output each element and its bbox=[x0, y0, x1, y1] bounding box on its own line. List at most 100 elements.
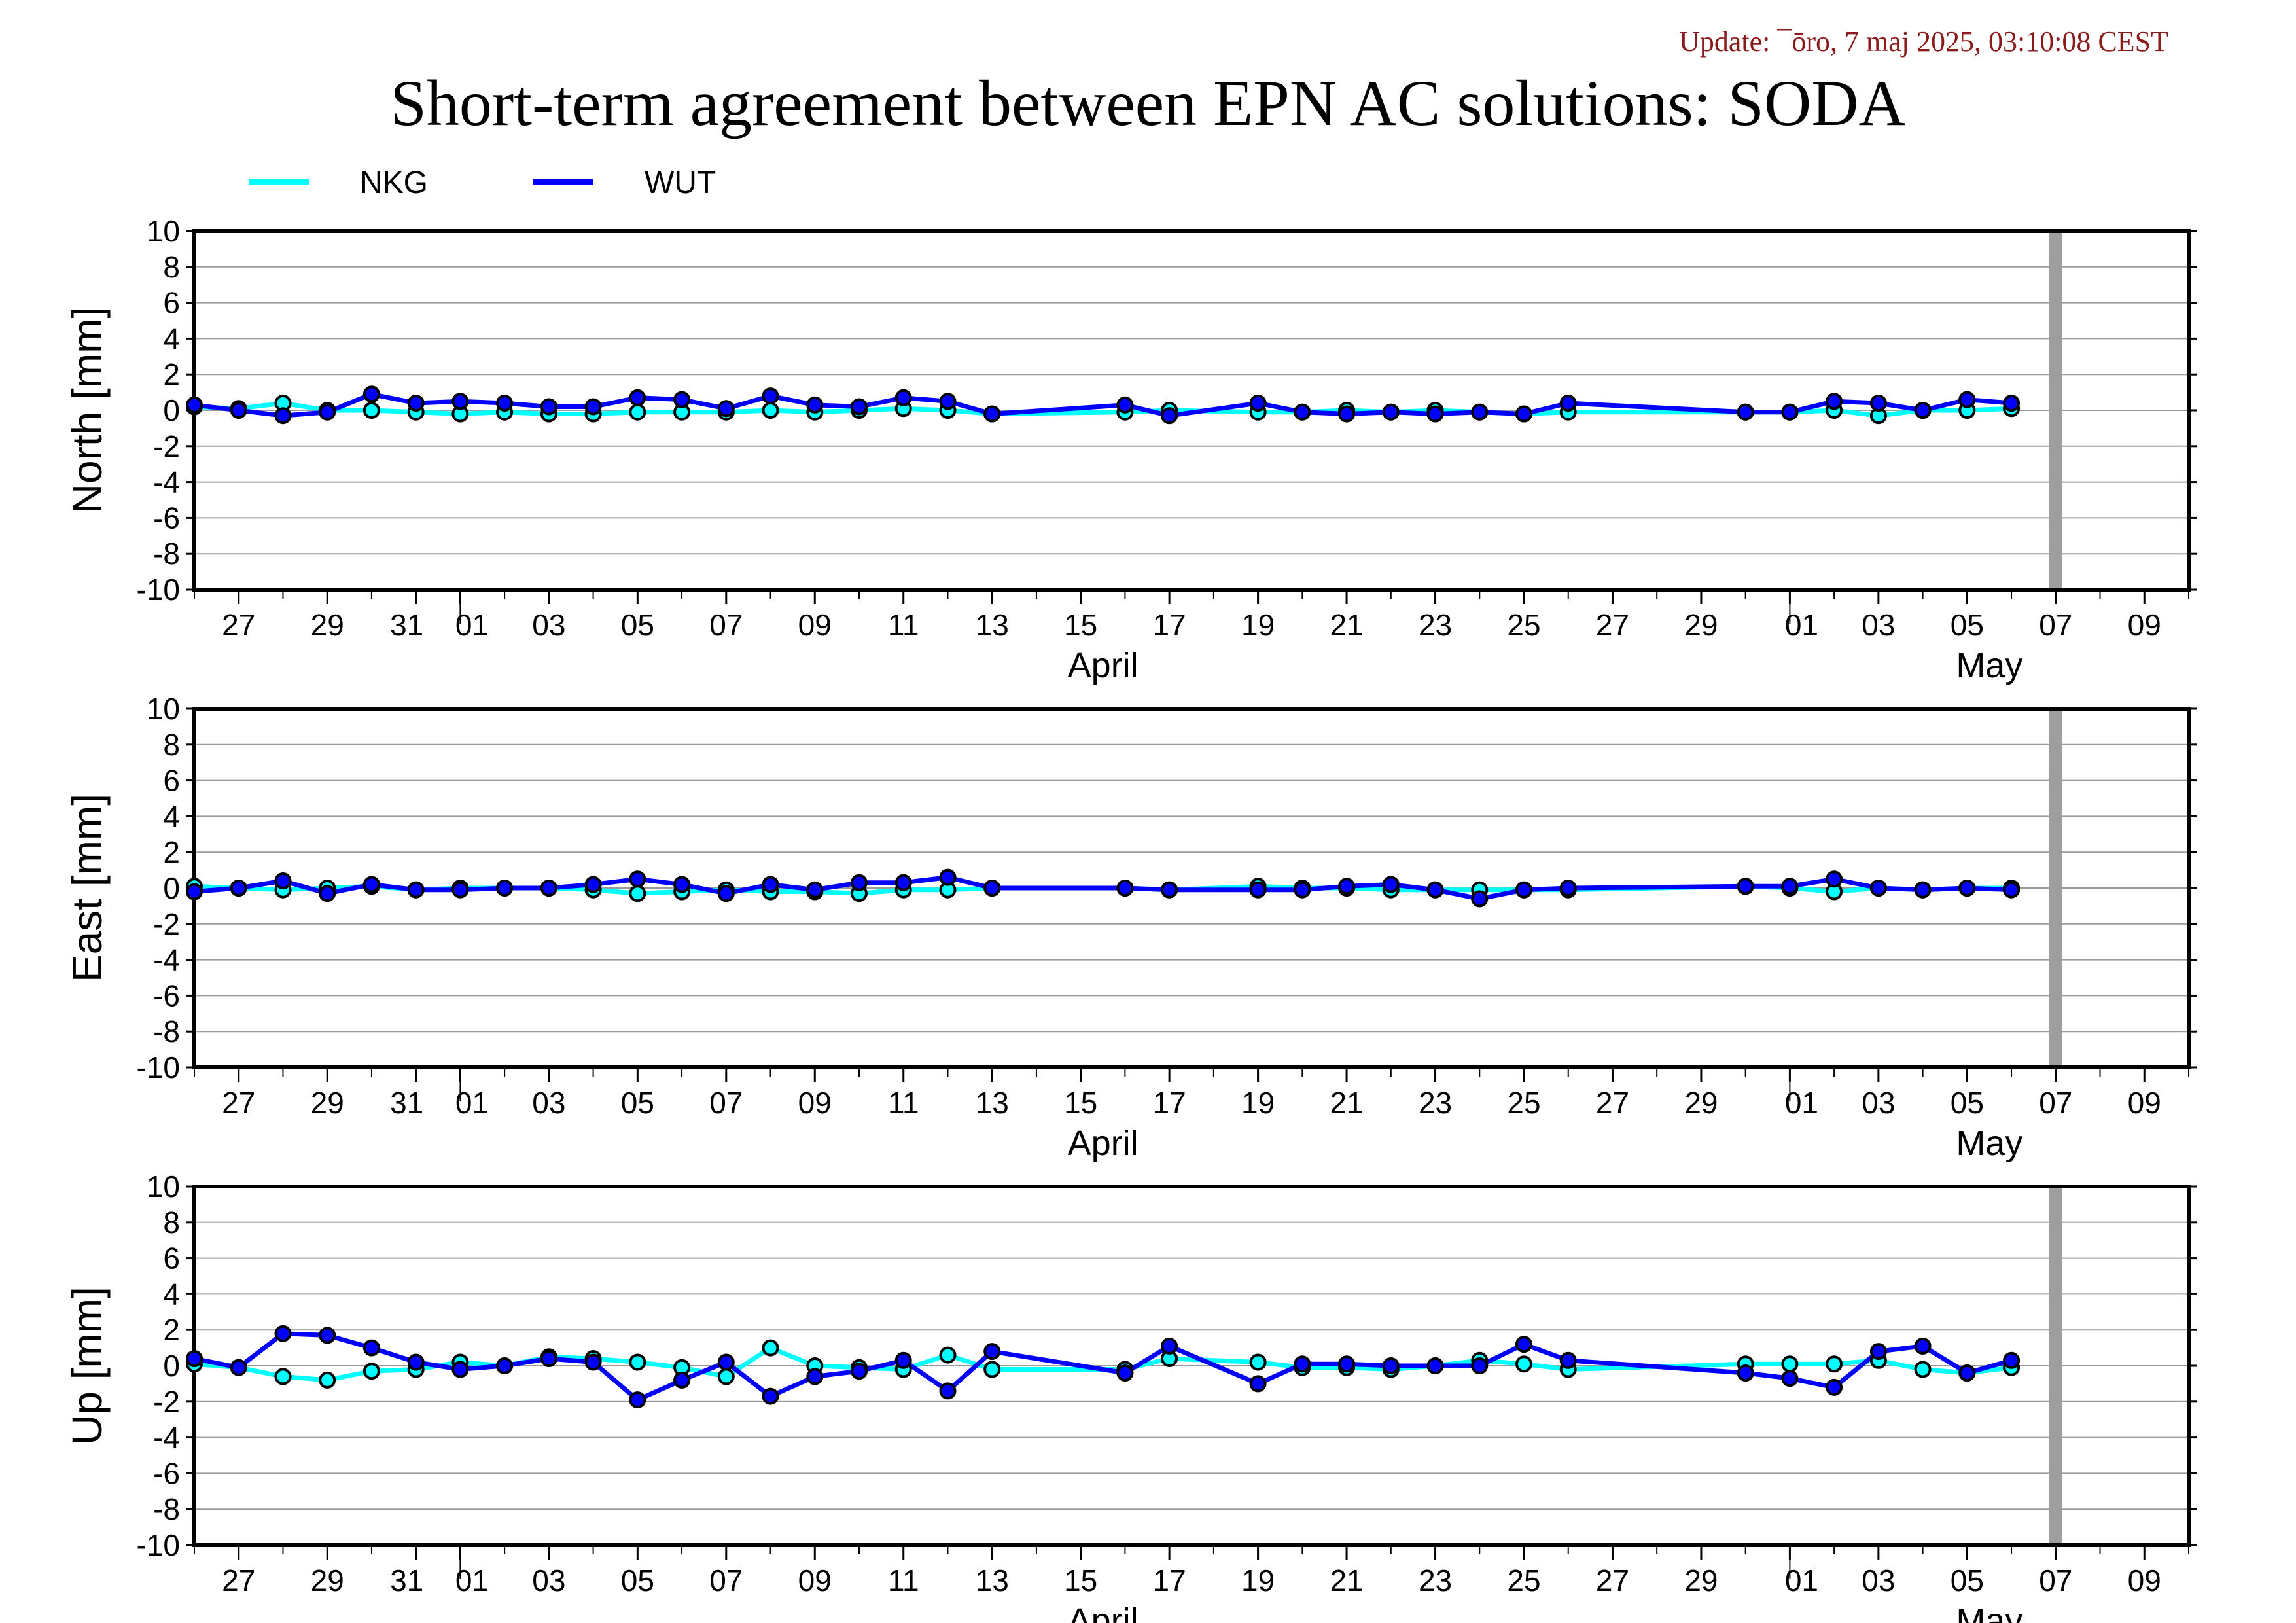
x-tick-label: 09 bbox=[2128, 1086, 2161, 1120]
data-point-nkg bbox=[362, 1363, 380, 1380]
y-tick-label: -2 bbox=[153, 1385, 180, 1419]
x-tick-label: 07 bbox=[2039, 1086, 2072, 1120]
data-point-wut bbox=[584, 398, 602, 416]
data-point-nkg bbox=[1515, 1355, 1532, 1373]
y-axis-title: Up [mm] bbox=[63, 1287, 111, 1445]
data-point-wut bbox=[186, 396, 203, 414]
x-tick-label: 17 bbox=[1153, 1563, 1186, 1597]
data-point-nkg bbox=[629, 403, 646, 421]
data-point-wut bbox=[584, 876, 602, 893]
x-tick-label: 15 bbox=[1064, 608, 1097, 642]
x-tick-label: 01 bbox=[455, 608, 489, 642]
legend-label-wut: WUT bbox=[645, 166, 716, 200]
x-tick-label: 29 bbox=[311, 1086, 344, 1120]
x-tick-label: 05 bbox=[621, 608, 654, 642]
y-tick-label: 6 bbox=[163, 286, 180, 320]
x-tick-label: 09 bbox=[798, 608, 832, 642]
x-tick-label: 09 bbox=[2128, 608, 2161, 642]
y-tick-label: 10 bbox=[147, 1169, 180, 1204]
y-tick-label: 2 bbox=[163, 835, 180, 869]
data-point-nkg bbox=[1826, 1355, 1843, 1373]
data-point-nkg bbox=[629, 885, 646, 902]
data-point-wut bbox=[1826, 393, 1843, 410]
x-tick-label: 13 bbox=[976, 608, 1009, 642]
data-point-wut bbox=[939, 1382, 957, 1400]
data-point-nkg bbox=[1781, 1355, 1799, 1373]
data-point-wut bbox=[939, 393, 957, 410]
month-label: May bbox=[1956, 1601, 2022, 1623]
data-point-wut bbox=[1826, 870, 1843, 888]
data-point-wut bbox=[806, 1368, 824, 1385]
data-point-wut bbox=[1559, 1351, 1577, 1369]
x-tick-label: 31 bbox=[390, 1563, 423, 1597]
data-point-wut bbox=[362, 385, 380, 403]
x-tick-label: 07 bbox=[2039, 1563, 2072, 1597]
data-point-wut bbox=[717, 1353, 735, 1371]
x-tick-label: 31 bbox=[390, 608, 423, 642]
x-tick-label: 11 bbox=[888, 608, 919, 642]
x-tick-label: 03 bbox=[532, 1086, 565, 1120]
month-label: April bbox=[1068, 646, 1139, 685]
data-point-nkg bbox=[319, 1371, 336, 1389]
data-point-wut bbox=[496, 395, 514, 412]
x-tick-label: 21 bbox=[1330, 1563, 1363, 1597]
data-point-wut bbox=[1737, 1364, 1754, 1382]
x-tick-label: 03 bbox=[1862, 1086, 1895, 1120]
data-point-wut bbox=[1958, 391, 1976, 408]
x-tick-label: 25 bbox=[1507, 608, 1540, 642]
data-point-wut bbox=[186, 883, 203, 901]
data-point-nkg bbox=[762, 402, 779, 419]
data-point-wut bbox=[1559, 880, 1577, 897]
data-point-nkg bbox=[1914, 1361, 1932, 1378]
x-tick-label: 09 bbox=[798, 1563, 832, 1597]
data-point-wut bbox=[1471, 403, 1489, 421]
y-tick-label: 6 bbox=[163, 764, 180, 798]
x-tick-label: 13 bbox=[976, 1563, 1009, 1597]
y-tick-label: 8 bbox=[163, 250, 180, 284]
data-point-wut bbox=[983, 880, 1001, 897]
data-point-wut bbox=[1161, 881, 1178, 899]
data-point-wut bbox=[1338, 1355, 1356, 1373]
data-point-wut bbox=[983, 405, 1001, 423]
data-point-wut bbox=[673, 391, 691, 408]
data-point-wut bbox=[762, 387, 779, 405]
x-tick-label: 23 bbox=[1419, 1563, 1452, 1597]
data-point-wut bbox=[540, 880, 557, 897]
y-tick-label: -4 bbox=[153, 465, 180, 499]
x-tick-label: 27 bbox=[222, 608, 255, 642]
y-tick-label: -10 bbox=[137, 1528, 180, 1562]
x-tick-label: 05 bbox=[1951, 1563, 1984, 1597]
data-point-wut bbox=[717, 400, 735, 418]
data-point-wut bbox=[1426, 1357, 1444, 1374]
x-tick-label: 03 bbox=[532, 608, 565, 642]
x-tick-label: 29 bbox=[311, 1563, 344, 1597]
x-tick-label: 01 bbox=[455, 1563, 489, 1597]
x-tick-label: 11 bbox=[888, 1086, 919, 1120]
y-tick-label: 0 bbox=[163, 393, 180, 427]
y-tick-label: -6 bbox=[153, 978, 180, 1012]
data-point-wut bbox=[1559, 395, 1577, 412]
data-point-wut bbox=[1914, 1337, 1932, 1355]
data-point-wut bbox=[851, 874, 868, 891]
x-tick-label: 07 bbox=[709, 1563, 743, 1597]
data-point-wut bbox=[407, 1353, 425, 1371]
x-tick-label: 01 bbox=[1785, 1563, 1818, 1597]
data-point-wut bbox=[1781, 403, 1799, 421]
data-point-wut bbox=[362, 1339, 380, 1357]
data-point-wut bbox=[230, 1359, 247, 1376]
data-point-wut bbox=[717, 885, 735, 902]
data-point-wut bbox=[407, 395, 425, 412]
x-tick-label: 03 bbox=[532, 1563, 565, 1597]
data-point-nkg bbox=[717, 1368, 735, 1385]
data-point-wut bbox=[1249, 1375, 1267, 1393]
month-label: April bbox=[1068, 1124, 1139, 1163]
data-point-wut bbox=[629, 870, 646, 888]
data-point-wut bbox=[894, 389, 912, 406]
data-point-wut bbox=[319, 403, 336, 421]
x-tick-label: 25 bbox=[1507, 1086, 1540, 1120]
data-point-wut bbox=[1338, 405, 1356, 423]
data-point-wut bbox=[1426, 405, 1444, 423]
x-tick-label: 03 bbox=[1862, 1563, 1895, 1597]
x-tick-label: 25 bbox=[1507, 1563, 1540, 1597]
data-point-wut bbox=[1249, 881, 1267, 899]
